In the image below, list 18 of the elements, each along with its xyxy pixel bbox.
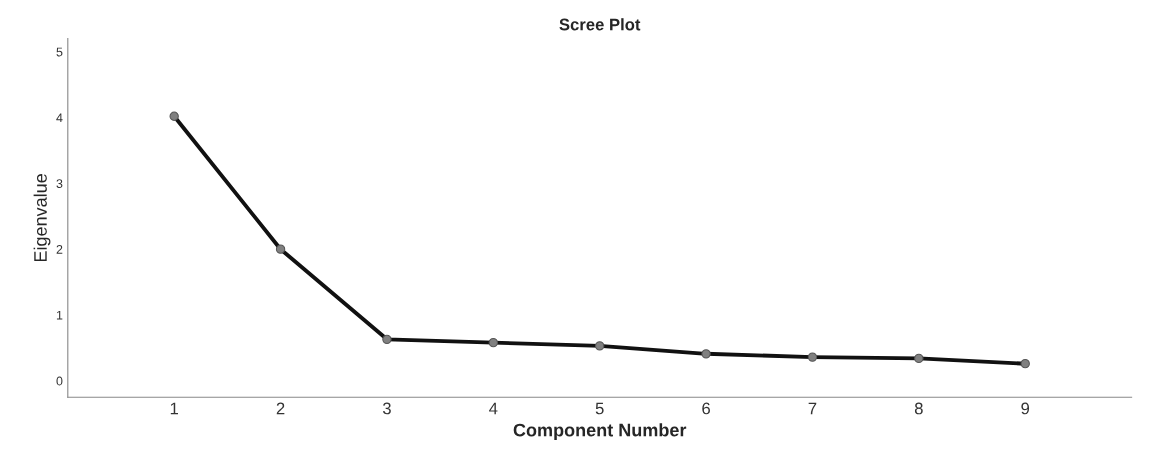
y-axis-title: Eigenvalue bbox=[33, 174, 51, 262]
y-tick-label: 1 bbox=[56, 310, 63, 320]
x-axis-title: Component Number bbox=[513, 423, 687, 441]
x-tick-label: 6 bbox=[702, 402, 710, 415]
y-tick-label: 4 bbox=[56, 113, 63, 123]
y-tick-label: 0 bbox=[56, 376, 63, 386]
y-tick-label: 2 bbox=[56, 244, 63, 254]
x-tick-label: 4 bbox=[489, 402, 498, 415]
x-tick-label: 8 bbox=[914, 402, 923, 415]
y-tick-label: 3 bbox=[56, 179, 63, 189]
x-tick-label: 7 bbox=[808, 402, 817, 415]
y-tick-label: 5 bbox=[56, 47, 63, 57]
chart-title: Scree Plot bbox=[559, 18, 641, 31]
x-tick-label: 5 bbox=[595, 402, 604, 415]
x-tick-label: 1 bbox=[170, 402, 178, 415]
x-tick-label: 9 bbox=[1021, 402, 1030, 415]
x-tick-label: 2 bbox=[276, 402, 285, 415]
x-tick-label: 3 bbox=[382, 402, 391, 415]
